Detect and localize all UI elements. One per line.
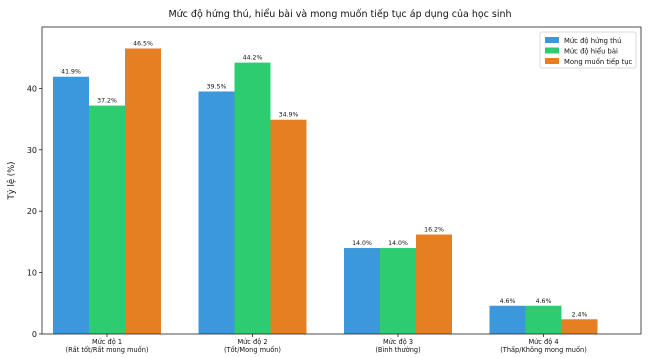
legend-label: Mức độ hiểu bài [564,47,618,56]
legend: Mức độ hứng thú Mức độ hiểu bài Mong muốn … [539,31,637,69]
x-tick-label: (Tốt/Mong muốn) [224,346,281,354]
legend-label: Mong muốn tiếp tục [564,58,633,66]
bar [489,305,526,334]
bar [125,48,161,335]
data-label: 37.2% [97,98,117,105]
bar [198,91,235,334]
x-tick-label: (Thấp/Không mong muốn) [500,346,587,354]
y-axis-label: Tỷ lệ (%) [6,162,17,201]
bar [53,76,89,334]
data-labels-group: 41.9% 37.2% 46.5% 39.5% 44.2% 34.9% 14.0% 14.0%… [61,40,587,318]
data-label: 44.2% [243,55,263,62]
bar [561,319,598,334]
legend-label: Mức độ hứng thú [564,37,621,45]
bar [416,234,452,334]
legend-box [539,31,637,69]
y-tick-label: 40 [27,84,37,93]
x-tick-label: Mức độ 2 [237,338,267,346]
bar [380,248,416,334]
x-tick-label: Mức độ 1 [92,338,122,346]
x-axis: Mức độ 1(Rất tốt/Rất mong muốn)Mức độ 2(… [66,334,587,354]
bar [89,105,125,334]
data-label: 14.0% [352,240,372,247]
y-tick-label: 20 [27,207,37,216]
x-tick-label: Mức độ 3 [383,338,413,346]
data-label: 16.2% [424,227,444,234]
legend-swatch [545,47,559,54]
data-label: 4.6% [500,298,516,305]
plot-area-frame [41,26,642,335]
data-label: 46.5% [133,40,153,47]
bar [525,305,562,334]
legend-swatch [545,37,559,43]
legend-swatch [545,58,559,64]
data-label: 4.6% [536,298,552,305]
y-tick-label: 30 [27,146,37,155]
y-tick-label: 0 [32,330,37,339]
data-label: 14.0% [388,240,408,247]
y-tick-label: 10 [27,269,37,278]
data-label: 2.4% [572,311,588,318]
data-label: 34.9% [279,112,299,119]
bar [234,62,271,334]
chart-title: Mức độ hứng thú, hiểu bài và mong muốn t… [168,9,511,20]
y-axis: 0 10 20 30 40 [27,84,42,339]
bar [270,119,307,335]
data-label: 39.5% [207,83,227,90]
data-label: 41.9% [61,69,81,76]
x-tick-label: (Bình thường) [375,346,420,354]
x-tick-label: (Rất tốt/Rất mong muốn) [66,346,149,354]
bars-group [53,48,598,335]
x-tick-label: Mức độ 4 [528,338,558,346]
bar [344,248,380,334]
